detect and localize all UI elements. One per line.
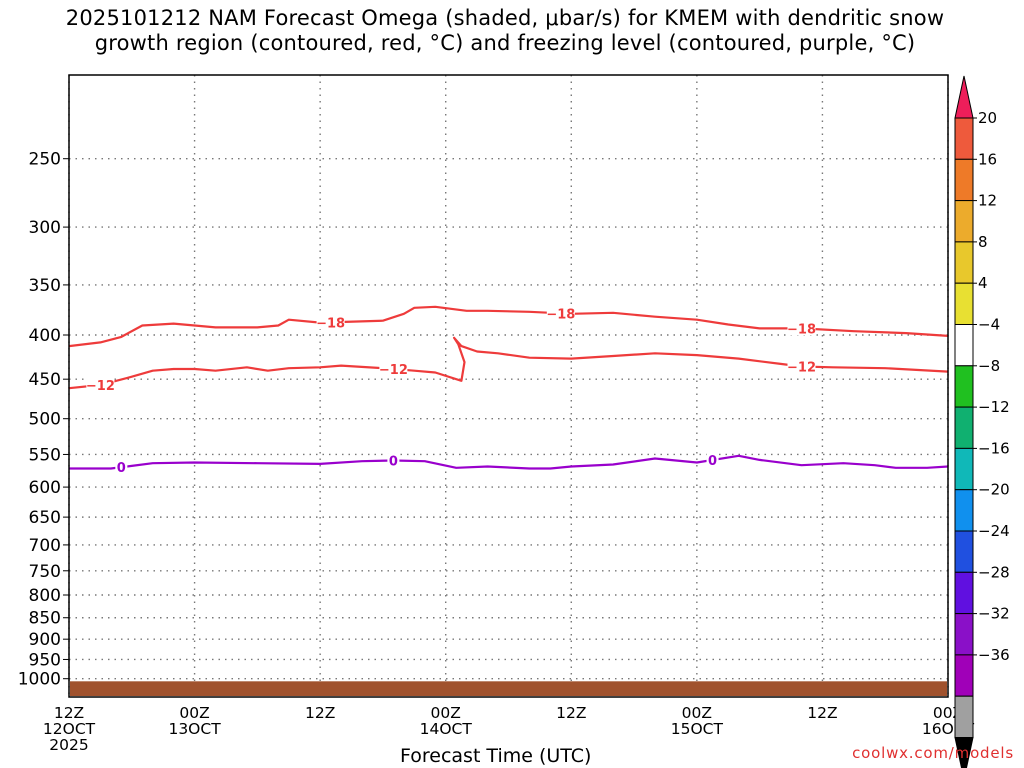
colorbar-swatch bbox=[954, 571, 974, 615]
y-tick-label: 300 bbox=[29, 218, 61, 238]
contour-label-bg bbox=[379, 362, 408, 377]
colorbar-swatch bbox=[954, 158, 974, 202]
contour-label-bg bbox=[387, 453, 400, 468]
colorbar-tick-label: −24 bbox=[978, 522, 1010, 540]
contour-label: −18 bbox=[546, 307, 575, 322]
contour-label: −18 bbox=[316, 316, 345, 331]
contour-label: −18 bbox=[787, 322, 816, 337]
y-tick-label: 400 bbox=[29, 326, 61, 346]
colorbar-tick-label: −28 bbox=[978, 563, 1010, 581]
y-tick-label: 500 bbox=[29, 410, 61, 430]
y-tick-label: 250 bbox=[29, 150, 61, 170]
y-tick-label: 800 bbox=[29, 586, 61, 606]
x-tick-label: 2025 bbox=[49, 736, 88, 754]
y-tick-label: 450 bbox=[29, 370, 61, 390]
colorbar-tick-label: 20 bbox=[978, 109, 997, 127]
chart-title-line2: growth region (contoured, red, °C) and f… bbox=[94, 31, 916, 55]
colorbar-swatch bbox=[954, 695, 974, 739]
colorbar-swatch bbox=[954, 406, 974, 449]
terrain-layer bbox=[70, 681, 947, 696]
y-tick-label: 900 bbox=[29, 630, 61, 650]
colorbar-swatch bbox=[954, 365, 974, 408]
colorbar-tick-label: −4 bbox=[978, 316, 1000, 334]
colorbar-tick-label: −12 bbox=[978, 398, 1010, 416]
colorbar-tick-label: 8 bbox=[978, 233, 988, 251]
chart-title: 2025101212 NAM Forecast Omega (shaded, μ… bbox=[0, 6, 1010, 56]
colorbar-tick-label: 12 bbox=[978, 192, 997, 210]
colorbar-tick-label: −16 bbox=[978, 439, 1010, 457]
colorbar-swatch bbox=[954, 324, 974, 367]
colorbar-tick-label: −36 bbox=[978, 646, 1010, 664]
colorbar-tick-label: −20 bbox=[978, 481, 1010, 499]
y-tick-label: 650 bbox=[29, 508, 61, 528]
contour-line bbox=[68, 336, 949, 390]
x-axis-label: Forecast Time (UTC) bbox=[400, 745, 592, 767]
y-axis: 2503003504004505005506006507007508008509… bbox=[18, 150, 69, 690]
contour-label-bg bbox=[115, 460, 128, 475]
contour-label: 0 bbox=[708, 454, 717, 469]
terrain-surface bbox=[70, 681, 947, 696]
x-tick-label: 00Z bbox=[431, 704, 461, 722]
colorbar-swatch bbox=[954, 447, 974, 491]
colorbar-bottom-arrow bbox=[954, 737, 974, 768]
x-tick-label: 12Z bbox=[305, 704, 335, 722]
x-tick-label: 13OCT bbox=[168, 720, 221, 738]
contour-lines bbox=[68, 305, 949, 470]
y-tick-label: 600 bbox=[29, 478, 61, 498]
contour-label: 0 bbox=[117, 461, 126, 476]
colorbar-swatch bbox=[954, 489, 974, 532]
y-tick-label: 850 bbox=[29, 609, 61, 629]
contour-line bbox=[68, 305, 949, 348]
colorbar-swatch bbox=[954, 654, 974, 697]
plot-frame bbox=[68, 74, 949, 698]
colorbar-swatch bbox=[954, 241, 974, 284]
contour-label-bg bbox=[787, 359, 816, 374]
colorbar-tick-label: −8 bbox=[978, 357, 1000, 375]
colorbar-tick-label: 4 bbox=[978, 274, 988, 292]
x-tick-label: 12Z bbox=[556, 704, 586, 722]
y-tick-label: 950 bbox=[29, 650, 61, 670]
colorbar-swatch bbox=[954, 282, 974, 326]
y-tick-label: 1000 bbox=[18, 670, 61, 690]
colorbar-swatch bbox=[954, 530, 974, 573]
colorbar-swatch bbox=[954, 117, 974, 160]
contour-label: −12 bbox=[379, 363, 408, 378]
grid-lines bbox=[68, 75, 949, 697]
contour-label-bg bbox=[316, 315, 345, 330]
x-tick-label: 14OCT bbox=[420, 720, 473, 738]
y-tick-label: 350 bbox=[29, 276, 61, 296]
colorbar-tick-label: −32 bbox=[978, 605, 1010, 623]
x-tick-label: 00Z bbox=[682, 704, 712, 722]
x-tick-label: 12OCT bbox=[43, 720, 96, 738]
colorbar-tick-label: 16 bbox=[978, 150, 997, 168]
contour-label-bg bbox=[86, 377, 115, 392]
chart-title-line1: 2025101212 NAM Forecast Omega (shaded, μ… bbox=[65, 6, 945, 30]
credit-link[interactable]: coolwx.com/models bbox=[852, 744, 1014, 762]
y-tick-label: 550 bbox=[29, 445, 61, 465]
colorbar-swatch bbox=[954, 613, 974, 656]
contour-label: −12 bbox=[86, 379, 115, 394]
colorbar-top-arrow bbox=[954, 75, 974, 119]
x-tick-label: 15OCT bbox=[671, 720, 724, 738]
contour-labels: −18 −18 −18 −12 −12 −12 0 0 0 bbox=[86, 306, 816, 476]
colorbar: 20 16 12 8 4 −4 −8 −12 −16 −20 −24 −28 −32 −36 bbox=[954, 75, 1010, 768]
contour-label: 0 bbox=[389, 455, 398, 470]
contour-line bbox=[69, 454, 949, 470]
contour-label-bg bbox=[546, 306, 575, 321]
contour-label-bg bbox=[706, 453, 719, 468]
x-tick-label: 12Z bbox=[54, 704, 84, 722]
y-tick-label: 700 bbox=[29, 536, 61, 556]
x-tick-label: 12Z bbox=[807, 704, 837, 722]
colorbar-swatch bbox=[954, 200, 974, 243]
y-tick-label: 750 bbox=[29, 562, 61, 582]
contour-label: −12 bbox=[787, 360, 816, 375]
contour-label-bg bbox=[787, 321, 816, 336]
x-tick-label: 00Z bbox=[179, 704, 209, 722]
